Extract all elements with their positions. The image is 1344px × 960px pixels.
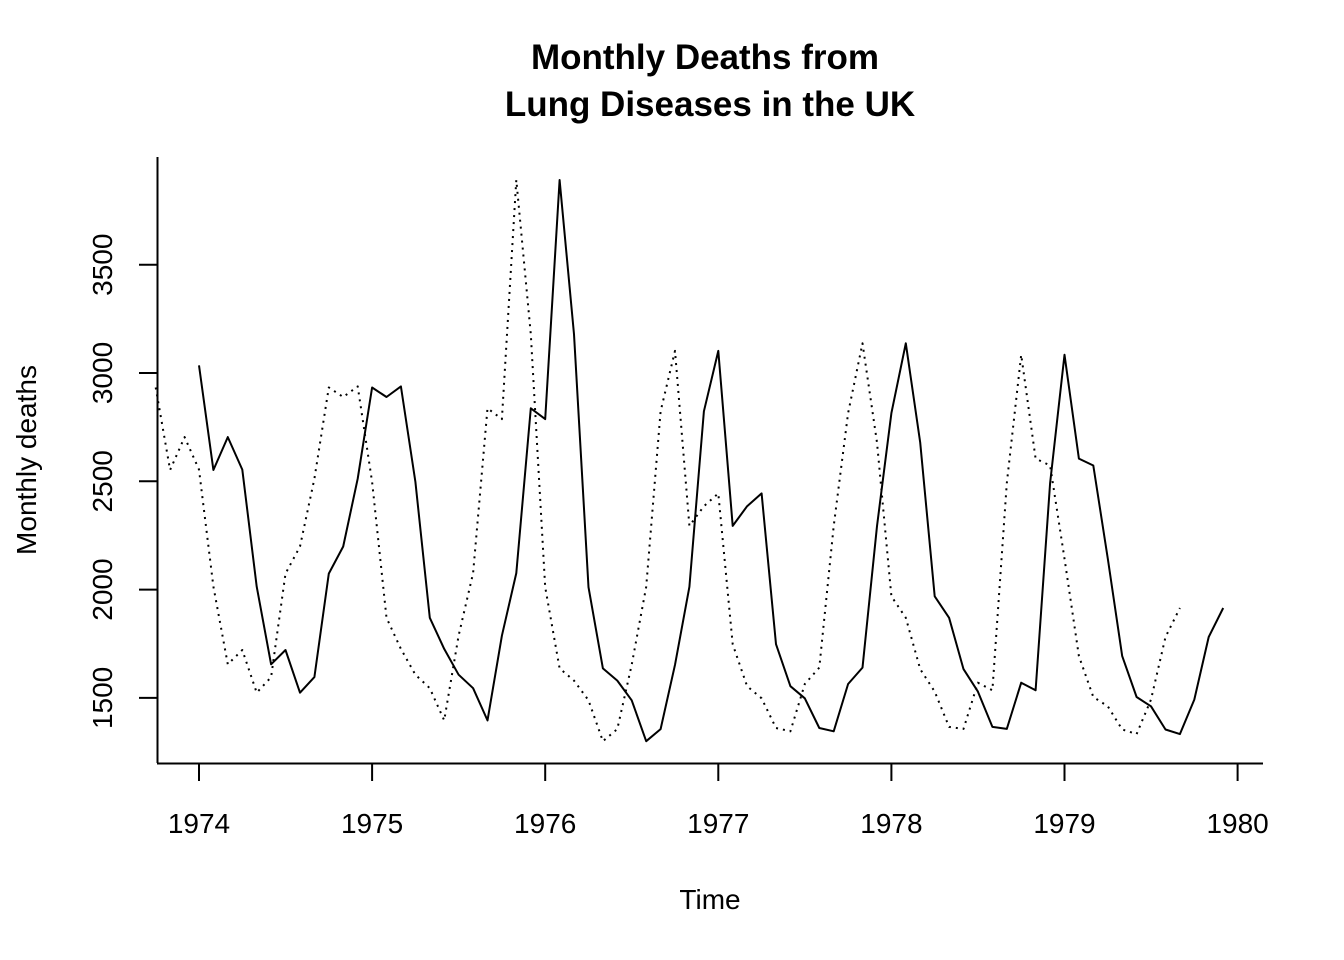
y-tick-label: 2000 [87, 558, 118, 620]
x-tick-label: 1976 [514, 808, 576, 839]
y-tick-label: 2500 [87, 450, 118, 512]
x-tick-label: 1977 [687, 808, 749, 839]
x-tick-label: 1978 [860, 808, 922, 839]
series-layer [154, 179, 1225, 743]
x-tick-label: 1974 [168, 808, 230, 839]
y-axis-label: Monthly deaths [11, 365, 42, 555]
chart-title-line-1: Monthly Deaths from [531, 38, 879, 77]
series-line-solid [198, 179, 1225, 743]
y-tick-label: 1500 [87, 667, 118, 729]
y-axis-ticks: 1500 2000 2500 3000 3500 [87, 234, 157, 729]
x-tick-label: 1979 [1033, 808, 1095, 839]
chart-title-line-2: Lung Diseases in the UK [505, 85, 915, 124]
x-axis-label: Time [679, 884, 740, 915]
x-tick-label: 1975 [341, 808, 403, 839]
y-tick-label: 3000 [87, 342, 118, 404]
x-axis-ticks: 1974 1975 1976 1977 1978 1979 1980 [168, 763, 1269, 839]
series-line-dotted [154, 179, 1181, 743]
y-tick-label: 3500 [87, 234, 118, 296]
x-tick-label: 1980 [1206, 808, 1268, 839]
